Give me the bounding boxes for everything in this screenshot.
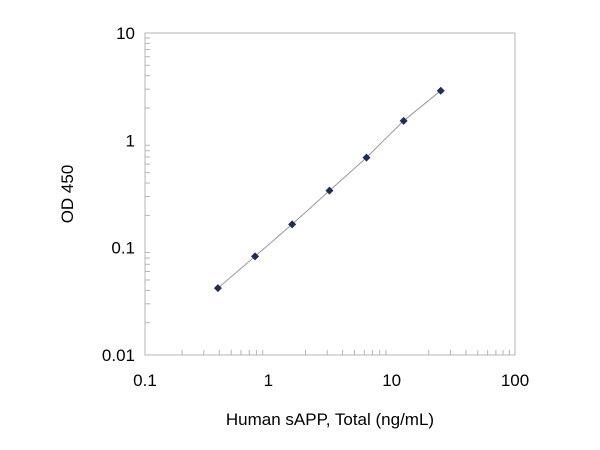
y-tick-label: 1 [126, 131, 135, 150]
x-tick-label: 100 [501, 371, 529, 390]
data-point [213, 284, 222, 293]
x-tick-label: 1 [264, 371, 273, 390]
data-point [436, 86, 445, 95]
y-tick-label: 0.1 [111, 239, 135, 258]
x-tick-label: 0.1 [133, 371, 157, 390]
x-axis-title: Human sAPP, Total (ng/mL) [226, 410, 434, 429]
x-minor-ticks [181, 350, 510, 355]
data-point [251, 252, 260, 261]
y-tick-label: 0.01 [102, 346, 135, 365]
x-tick-labels: 0.1 1 10 100 [133, 371, 529, 390]
data-point [288, 220, 297, 229]
y-tick-labels: 10 1 0.1 0.01 [102, 24, 135, 365]
data-markers [213, 86, 445, 293]
x-tick-label: 10 [382, 371, 401, 390]
data-point [362, 153, 371, 162]
data-point [325, 186, 334, 195]
plot-area [144, 32, 516, 356]
y-tick-label: 10 [116, 24, 135, 43]
data-point [399, 116, 408, 125]
y-axis-title: OD 450 [58, 165, 77, 224]
y-minor-ticks [145, 37, 150, 324]
